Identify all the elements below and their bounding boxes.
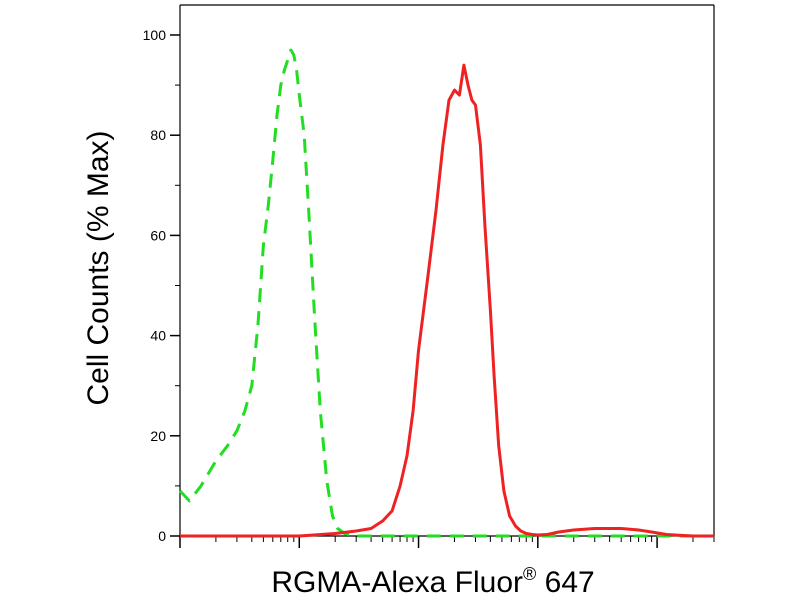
rgma-stained-curve (180, 63, 714, 538)
y-axis-ticks: 0 20 40 60 80 100 (143, 27, 180, 544)
x-axis-title-main: RGMA-Alexa Fluor (271, 566, 523, 599)
y-axis-title: Cell Counts (% Max) (82, 130, 115, 405)
series-layer (178, 48, 714, 538)
y-tick-label: 80 (150, 127, 166, 143)
y-tick-label: 20 (150, 428, 166, 444)
y-tick-label: 60 (150, 227, 166, 243)
y-tick-label: 100 (143, 27, 167, 43)
x-axis-title-superscript: ® (523, 564, 536, 584)
x-axis-title: RGMA-Alexa Fluor® 647 (271, 564, 594, 599)
y-tick-label: 0 (158, 528, 166, 544)
y-tick-label: 40 (150, 328, 166, 344)
x-axis-title-suffix: 647 (536, 566, 594, 599)
isotype-control-curve (178, 48, 714, 538)
